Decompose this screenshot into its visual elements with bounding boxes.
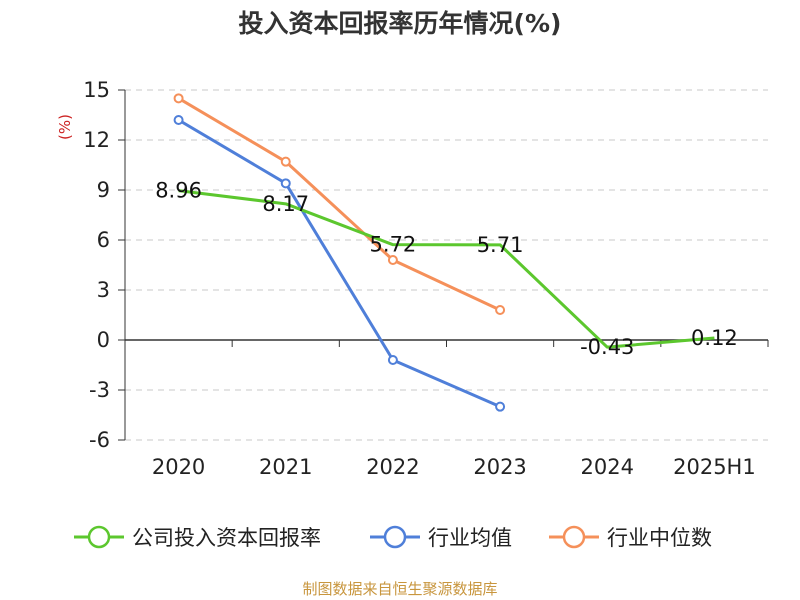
legend-item: 行业均值 [370,525,512,550]
legend-marker [87,525,111,549]
data-label: -0.43 [580,335,634,359]
series-line [177,97,501,312]
x-tick-label: 2023 [473,455,526,479]
axis-layer: 15 12 9 6 3 0 -3 -6 2020 2021 2022 2023 2024 2025H1 [83,78,769,479]
chart-title: 投入资本回报率历年情况(%) [238,9,562,38]
legend-label: 公司投入资本回报率 [132,526,321,550]
x-tick-label: 2025H1 [673,455,756,479]
legend-item: 行业中位数 [549,525,712,550]
data-label: 5.72 [370,233,417,257]
legend-marker [562,525,586,549]
series-line [178,189,715,349]
data-point [173,115,184,125]
series-layer [173,93,715,412]
legend-item: 公司投入资本回报率 [74,525,321,550]
data-point [280,156,291,167]
data-point [173,93,184,104]
data-point [387,255,398,265]
legend: 公司投入资本回报率 行业均值 行业中位数 [74,525,712,550]
data-label: 8.96 [155,179,202,203]
data-label: 0.12 [691,326,738,350]
y-tick-label: 12 [83,128,110,152]
legend-label: 行业中位数 [607,526,712,550]
y-tick-label: 9 [97,178,110,202]
x-tick-label: 2022 [366,455,419,479]
y-tick-label: 3 [97,278,110,302]
data-label: 8.17 [262,192,309,216]
y-tick-label: -6 [89,428,110,452]
data-point [387,355,398,365]
data-label: 5.71 [477,233,524,257]
source-note: 制图数据来自恒生聚源数据库 [302,580,498,598]
y-tick-label: -3 [89,378,110,402]
data-point [280,178,291,189]
y-tick-label: 6 [97,228,110,252]
series-line [177,118,501,409]
data-point [495,401,506,412]
y-tick-label: 15 [83,78,110,102]
y-tick-label: 0 [97,328,110,352]
x-tick-label: 2024 [581,455,634,479]
x-tick-label: 2021 [259,455,312,479]
y-axis-label: (%) [56,114,74,140]
data-point [495,305,506,315]
legend-marker [383,525,407,549]
x-tick-label: 2020 [152,455,205,479]
data-label-layer: 8.96 8.17 5.72 5.71 -0.43 0.12 [155,179,738,359]
legend-label: 行业均值 [428,526,512,550]
grid-layer [125,89,768,441]
